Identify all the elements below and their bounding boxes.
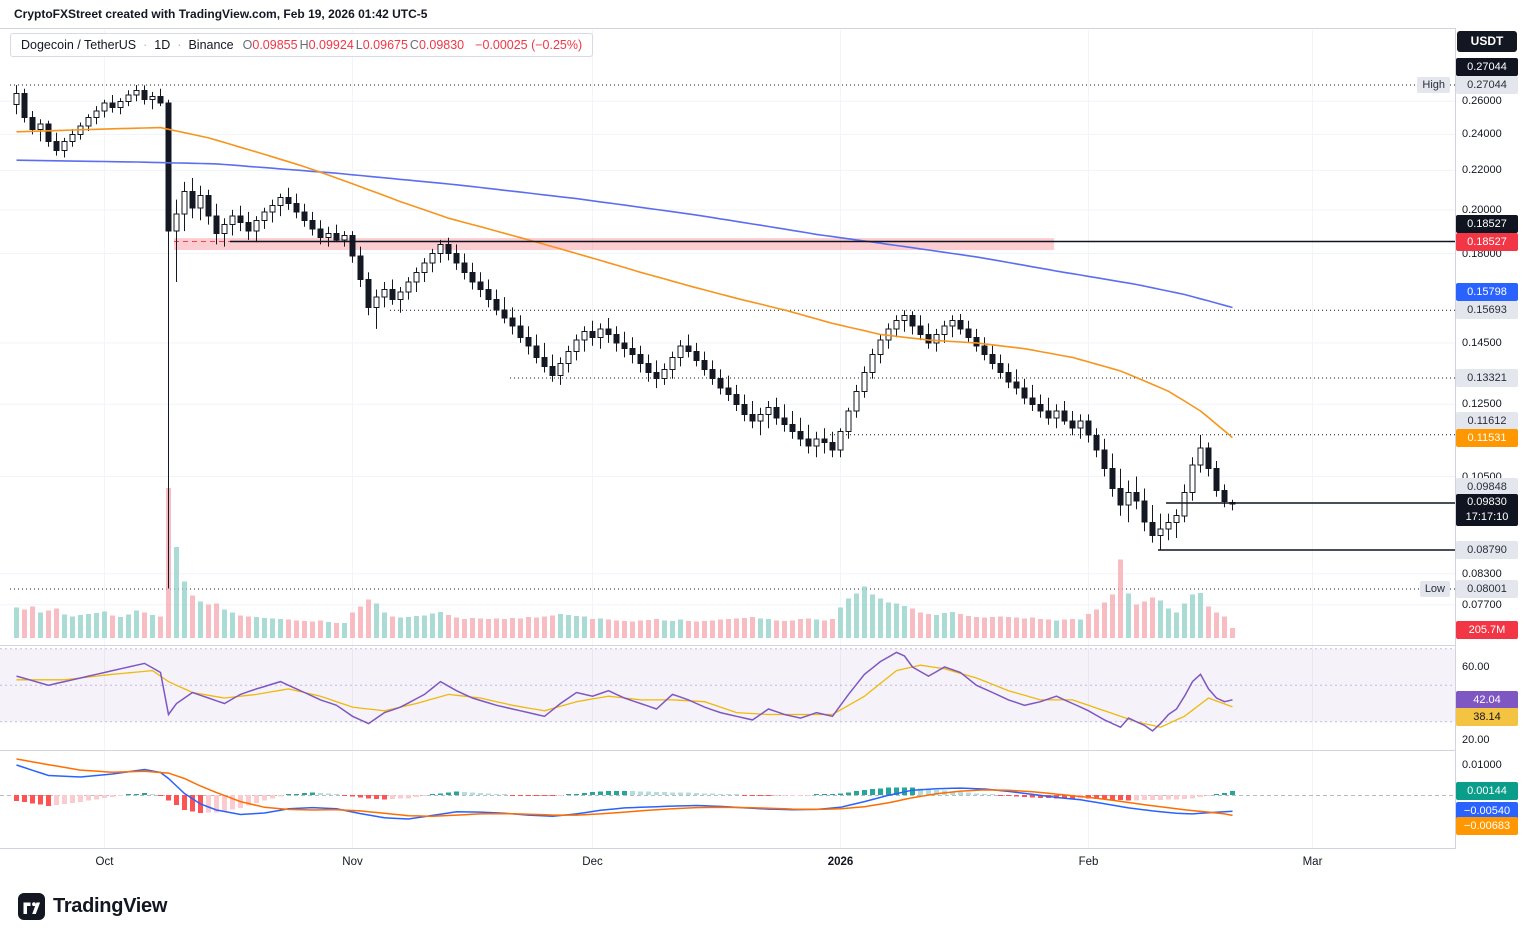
tradingview-logo-icon bbox=[18, 893, 45, 920]
interval-label[interactable]: 1D bbox=[154, 38, 171, 52]
price-level-badge: 0.08001 bbox=[1456, 580, 1518, 598]
symbol-name[interactable]: Dogecoin / TetherUS bbox=[21, 38, 137, 52]
price-tick: 0.12500 bbox=[1462, 398, 1502, 411]
volume-badge: 205.7M bbox=[1456, 621, 1518, 639]
rsi-tick: 60.00 bbox=[1462, 661, 1490, 673]
macd-value-badge: 0.00144 bbox=[1456, 781, 1518, 800]
price-level-badge: 0.18527 bbox=[1456, 214, 1518, 233]
time-axis-label-nov[interactable]: Nov bbox=[342, 856, 363, 868]
price-level-badge: 0.15693 bbox=[1456, 301, 1518, 320]
price-tick: 0.18000 bbox=[1462, 247, 1502, 260]
legend-separator: · bbox=[143, 38, 148, 52]
macd-value-badge: −0.00540 bbox=[1456, 802, 1518, 821]
price-level-badge: 0.15798 bbox=[1456, 282, 1518, 301]
tradingview-logo-text: TradingView bbox=[53, 895, 168, 917]
ohlc-label: C bbox=[409, 38, 419, 52]
attribution-bar: CryptoFXStreet created with TradingView.… bbox=[14, 7, 428, 21]
price-tick: 0.07700 bbox=[1462, 598, 1502, 611]
price-level-badge: 0.27044 bbox=[1456, 76, 1518, 94]
time-axis-label-mar[interactable]: Mar bbox=[1302, 856, 1323, 868]
macd-value-badge: −0.00683 bbox=[1456, 816, 1518, 835]
price-level-badge: 0.11612 bbox=[1456, 411, 1518, 430]
price-tick: 0.24000 bbox=[1462, 128, 1502, 141]
ohlc-value: 0.09675 bbox=[362, 38, 408, 52]
symbol-legend[interactable]: Dogecoin / TetherUS · 1D · Binance O0.09… bbox=[10, 33, 594, 57]
currency-badge[interactable]: USDT bbox=[1457, 31, 1517, 52]
price-tick: 0.08300 bbox=[1462, 567, 1502, 580]
current-price-badge: 0.09830 17:17:10 bbox=[1456, 493, 1518, 526]
price-level-badge: 0.13321 bbox=[1456, 369, 1518, 387]
price-tick: 0.14500 bbox=[1462, 336, 1502, 349]
tradingview-logo[interactable]: TradingView bbox=[18, 893, 167, 920]
price-level-badge: 0.08790 bbox=[1456, 541, 1518, 559]
ohlc-label: L bbox=[355, 38, 363, 52]
rsi-value-badge: 38.14 bbox=[1456, 707, 1518, 726]
price-tick: 0.26000 bbox=[1462, 95, 1502, 108]
change-value: −0.00025 (−0.25%) bbox=[475, 38, 583, 52]
price-tick: 0.22000 bbox=[1462, 164, 1502, 177]
bar-close-countdown: 17:17:10 bbox=[1465, 510, 1509, 523]
ohlc-label: H bbox=[299, 38, 309, 52]
time-axis-label-2026[interactable]: 2026 bbox=[827, 856, 854, 868]
time-axis-label-feb[interactable]: Feb bbox=[1078, 856, 1099, 868]
price-level-badge: 0.18527 bbox=[1456, 232, 1518, 251]
range-label-low: Low bbox=[1419, 581, 1450, 597]
ohlc-value: 0.09855 bbox=[252, 38, 298, 52]
exchange-label[interactable]: Binance bbox=[188, 38, 234, 52]
price-tick: 0.20000 bbox=[1462, 203, 1502, 216]
rsi-value-badge: 42.04 bbox=[1456, 690, 1518, 709]
current-price-value: 0.09830 bbox=[1467, 495, 1507, 508]
ohlc-value: 0.09830 bbox=[418, 38, 465, 52]
ohlc-values: O0.09855 H0.09924 L0.09675 C0.09830 bbox=[241, 38, 465, 52]
time-axis-label-oct[interactable]: Oct bbox=[95, 856, 114, 868]
range-label-high: High bbox=[1417, 77, 1450, 93]
rsi-tick: 20.00 bbox=[1462, 734, 1490, 746]
ohlc-value: 0.09924 bbox=[308, 38, 354, 52]
price-level-badge: 0.27044 bbox=[1456, 58, 1518, 76]
price-level-badge: 0.09848 bbox=[1456, 478, 1518, 496]
time-axis-label-dec[interactable]: Dec bbox=[582, 856, 603, 868]
ohlc-label: O bbox=[242, 38, 253, 52]
macd-tick: 0.01000 bbox=[1462, 759, 1502, 771]
price-level-badge: 0.11531 bbox=[1456, 428, 1518, 447]
legend-separator: · bbox=[177, 38, 182, 52]
